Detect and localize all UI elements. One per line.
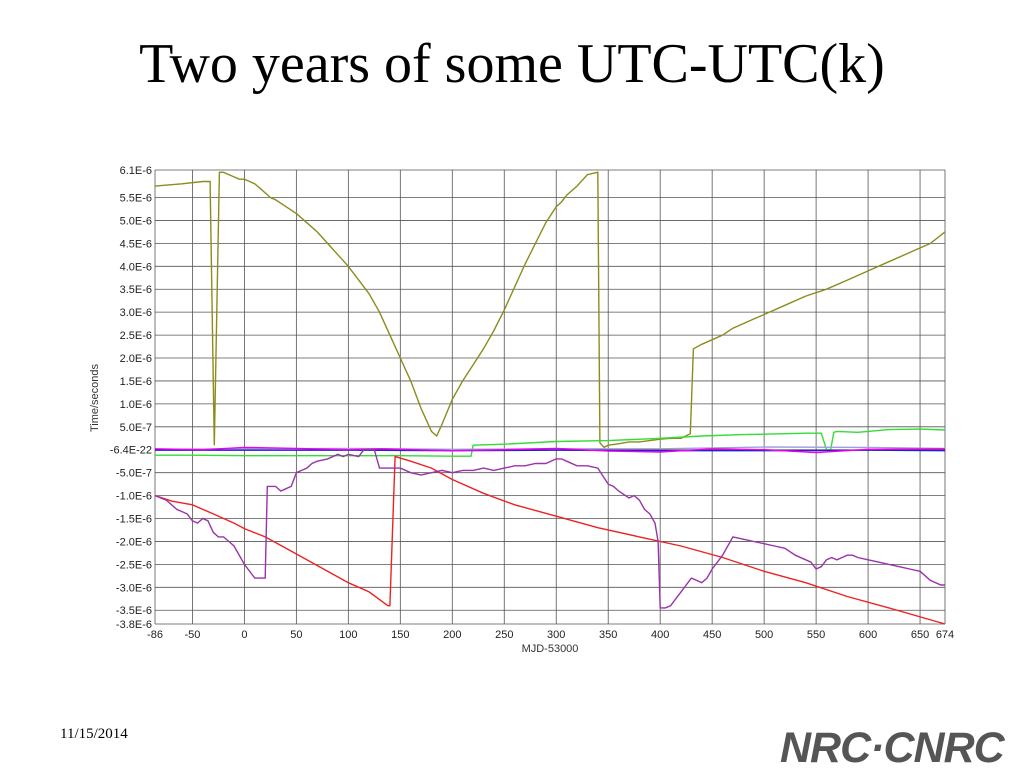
chart-grid [154, 169, 946, 625]
x-tick-label: 500 [755, 629, 773, 641]
y-tick-label: 1.0E-6 [120, 399, 152, 411]
x-tick-label: 450 [703, 629, 721, 641]
series-line-6 [154, 455, 946, 625]
y-tick-label: -2.0E-6 [116, 536, 152, 548]
x-tick-label: 200 [443, 629, 461, 641]
x-tick-labels: -86 -50 0 50 100 150 200 250 300 350 400 450 500 550 6… [147, 629, 954, 641]
y-tick-label: 1.5E-6 [120, 376, 152, 388]
y-tick-label: 2.5E-6 [120, 330, 152, 342]
x-tick-label: 550 [807, 629, 825, 641]
y-axis-label: Time/seconds [89, 363, 101, 432]
x-tick-label: 0 [241, 629, 247, 641]
y-tick-label: -5.0E-7 [116, 468, 152, 480]
y-tick-label: 5.0E-6 [120, 215, 152, 227]
x-tick-label: 50 [290, 629, 302, 641]
y-tick-label: 3.0E-6 [120, 307, 152, 319]
x-tick-label: -86 [147, 629, 163, 641]
chart-series [154, 171, 946, 625]
x-tick-label: 350 [599, 629, 617, 641]
x-tick-label: -50 [184, 629, 200, 641]
y-tick-label: 5.0E-7 [120, 422, 152, 434]
slide-date: 11/15/2014 [60, 726, 128, 742]
y-tick-label: -1.0E-6 [116, 491, 152, 503]
y-tick-label: -3.0E-6 [116, 582, 152, 594]
y-tick-label: 2.0E-6 [120, 353, 152, 365]
y-tick-label: -2.5E-6 [116, 559, 152, 571]
series-line-1 [154, 171, 946, 449]
nrc-cnrc-logo: NRC·CNRC [780, 724, 1005, 772]
x-tick-label: 650 [911, 629, 929, 641]
y-tick-label: 4.0E-6 [120, 261, 152, 273]
y-tick-label: 5.5E-6 [120, 193, 152, 205]
y-tick-label: -3.8E-6 [116, 619, 152, 631]
series-line-4 [155, 449, 946, 452]
series-line-7 [154, 449, 945, 609]
x-tick-label: 250 [495, 629, 513, 641]
y-tick-label: 4.5E-6 [120, 238, 152, 250]
x-tick-label: 674 [936, 629, 954, 641]
series-line-5 [154, 446, 946, 454]
y-tick-label: -3.5E-6 [116, 605, 152, 617]
x-tick-label: 150 [391, 629, 409, 641]
x-tick-label: 300 [547, 629, 565, 641]
x-tick-label: 400 [651, 629, 669, 641]
y-tick-label: -6.4E-22 [110, 445, 152, 457]
x-axis-label: MJD-53000 [522, 643, 579, 655]
y-tick-label: -1.5E-6 [116, 514, 152, 526]
slide-title: Two years of some UTC-UTC(k) [139, 33, 885, 95]
line-chart: 6.1E-6 5.5E-6 5.0E-6 4.5E-6 4.0E-6 3.5E-6 3.0E… [89, 165, 954, 655]
x-tick-label: 600 [859, 629, 877, 641]
x-tick-label: 100 [339, 629, 357, 641]
y-tick-label: 6.1E-6 [120, 165, 152, 177]
y-tick-label: 3.5E-6 [120, 284, 152, 296]
series-line-2 [155, 428, 946, 457]
y-tick-labels: 6.1E-6 5.5E-6 5.0E-6 4.5E-6 4.0E-6 3.5E-6 3.0E… [110, 165, 152, 631]
